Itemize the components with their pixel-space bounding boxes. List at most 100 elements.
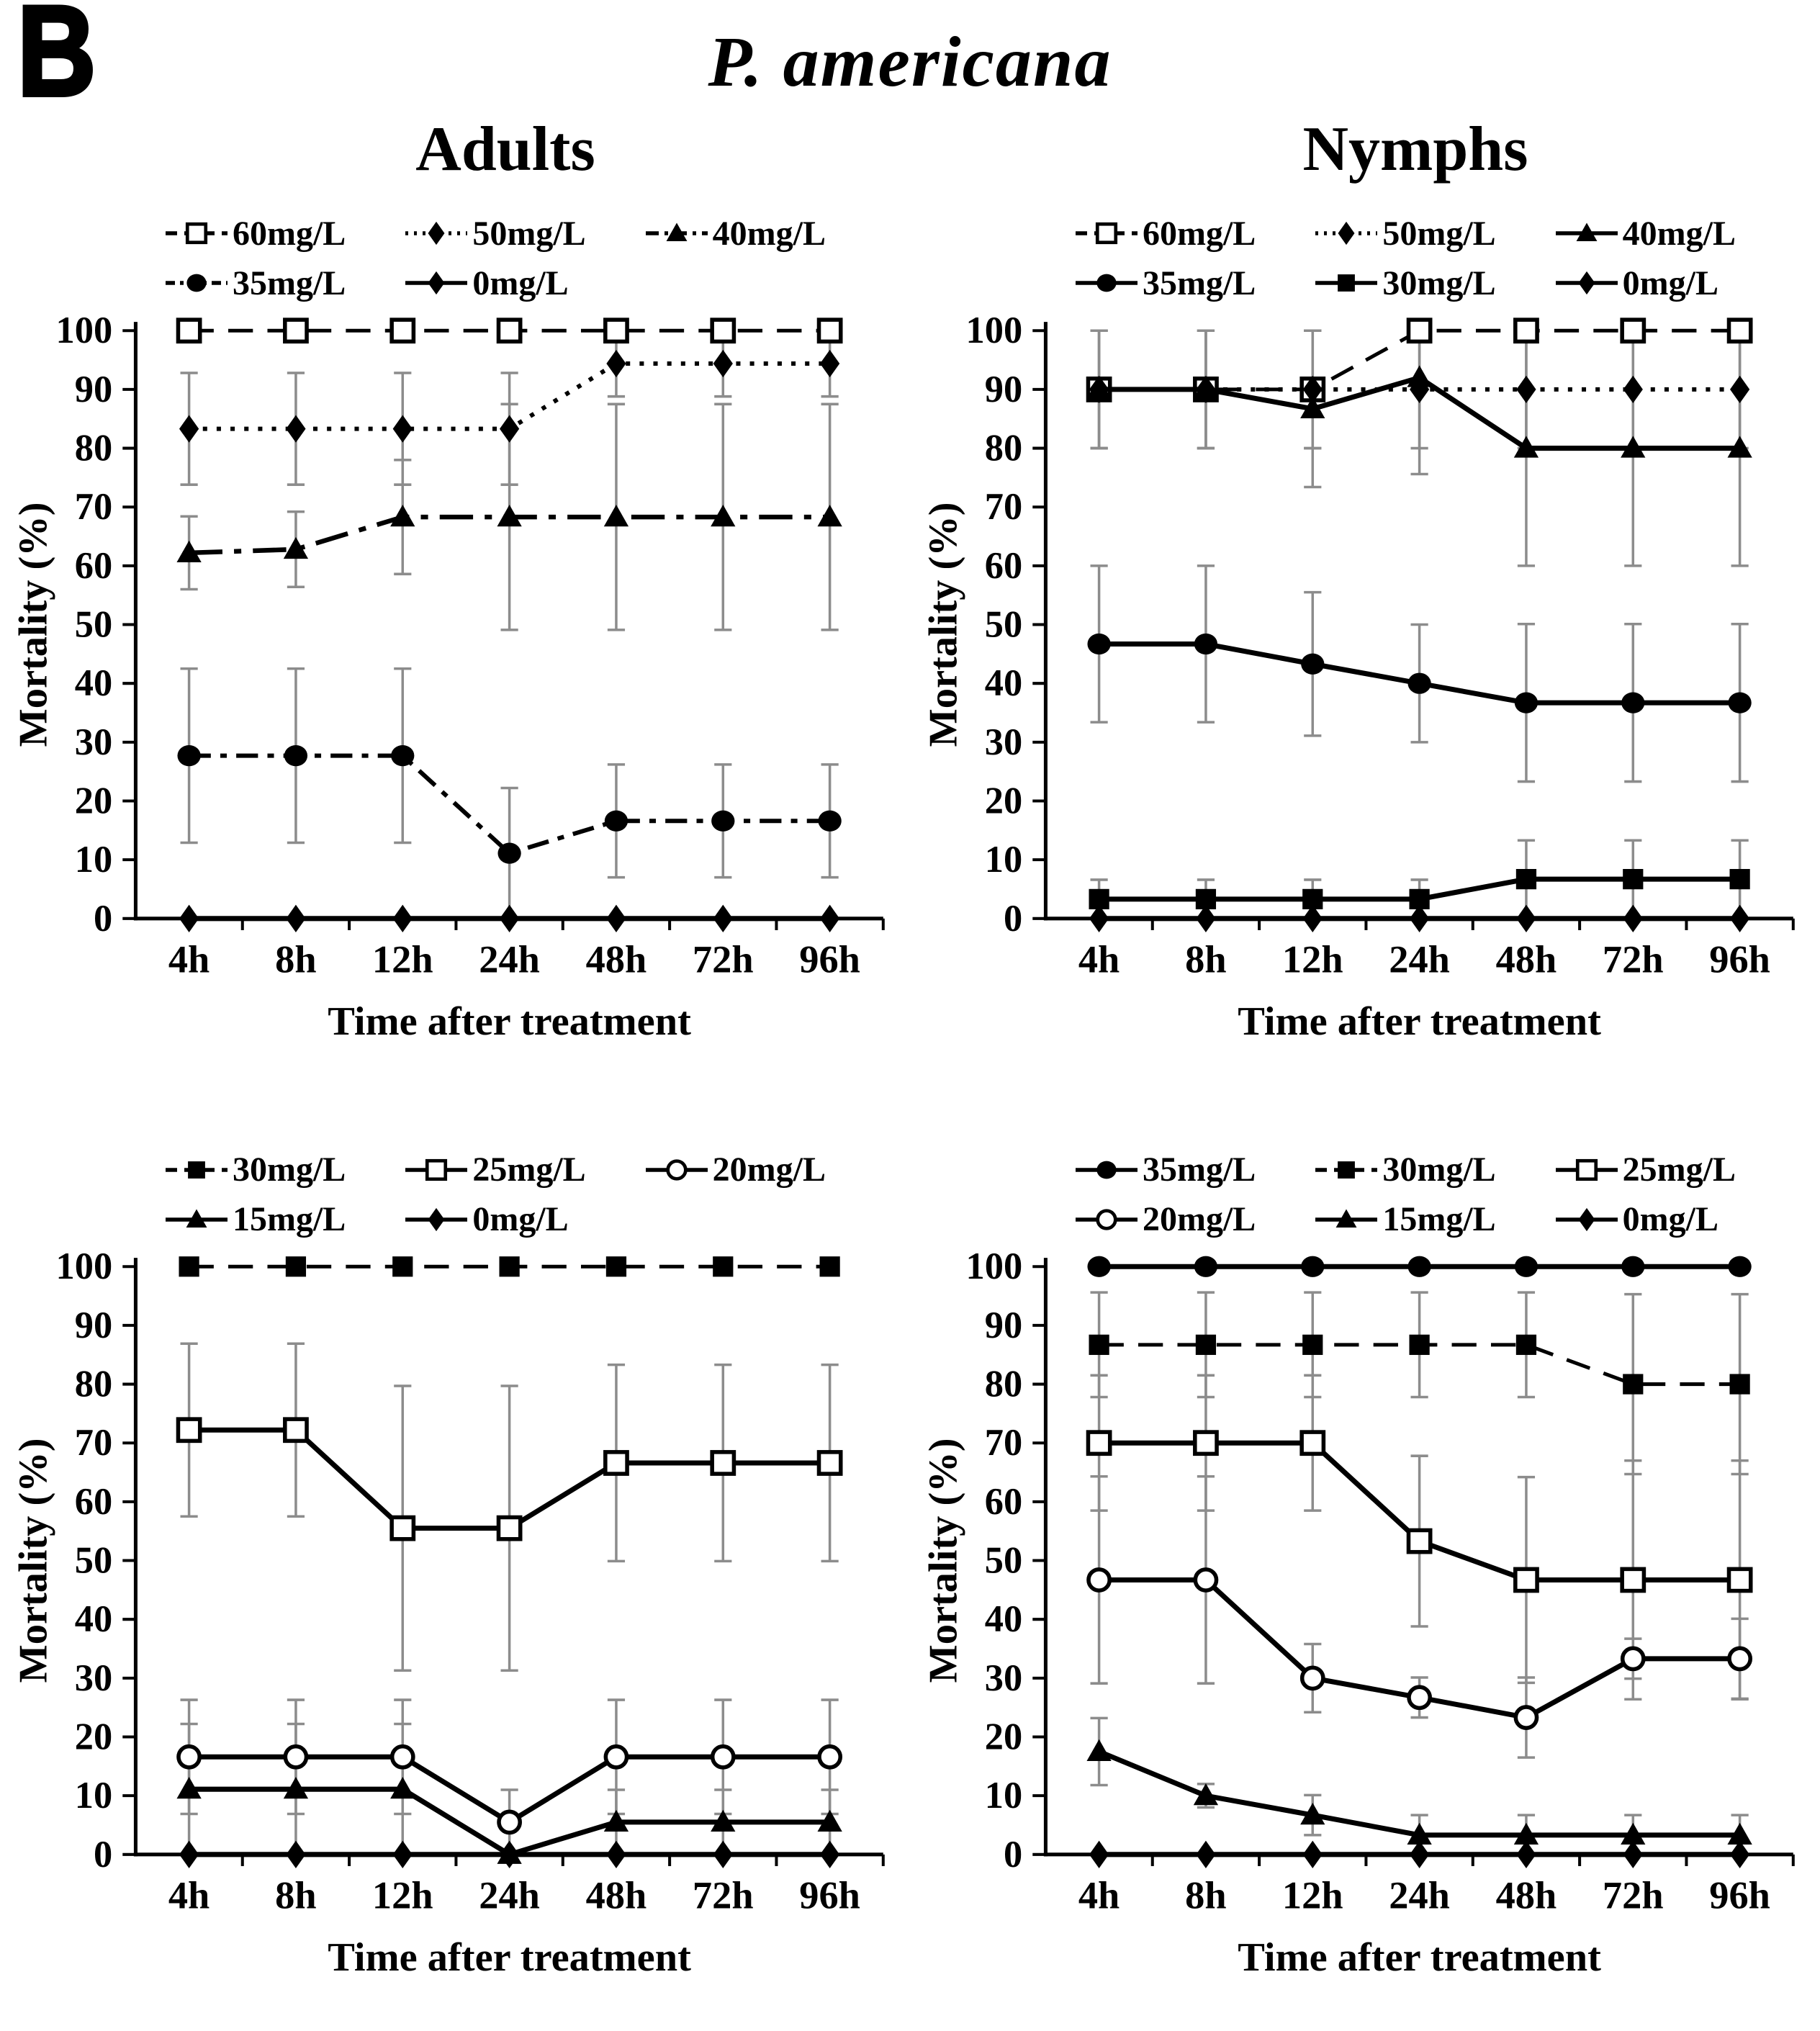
svg-text:0: 0 xyxy=(94,898,112,940)
legend-label: 0mg/L xyxy=(1622,1200,1719,1238)
svg-text:4h: 4h xyxy=(1078,1873,1120,1917)
svg-text:12h: 12h xyxy=(1282,937,1343,981)
svg-text:90: 90 xyxy=(75,369,112,410)
svg-text:40: 40 xyxy=(985,662,1022,704)
legend-item-35mgL: 35mg/L xyxy=(163,264,346,303)
svg-text:70: 70 xyxy=(75,486,112,528)
legend-label: 50mg/L xyxy=(1382,214,1496,253)
legend-label: 35mg/L xyxy=(232,264,346,302)
legend-label: 30mg/L xyxy=(232,1150,346,1189)
legend-filled-square-icon xyxy=(165,1161,227,1179)
legend-label: 20mg/L xyxy=(712,1150,826,1189)
legend-filled-circle-icon xyxy=(165,274,227,292)
svg-text:48h: 48h xyxy=(1496,1873,1557,1917)
svg-text:50: 50 xyxy=(985,603,1022,645)
svg-text:72h: 72h xyxy=(1603,937,1664,981)
svg-text:100: 100 xyxy=(966,1246,1023,1287)
svg-text:50: 50 xyxy=(985,1540,1022,1582)
svg-text:0: 0 xyxy=(1004,1834,1022,1875)
svg-text:10: 10 xyxy=(985,839,1022,881)
svg-text:40: 40 xyxy=(985,1598,1022,1640)
legend-label: 20mg/L xyxy=(1142,1200,1256,1238)
legend-label: 30mg/L xyxy=(1382,1150,1496,1189)
svg-text:60: 60 xyxy=(75,1481,112,1523)
legend-filled-diamond-icon xyxy=(1555,1207,1618,1231)
legend-label: 40mg/L xyxy=(712,214,826,253)
column-header-nymphs: Nymphs xyxy=(1302,114,1528,184)
svg-text:0: 0 xyxy=(1004,898,1022,940)
legend-label: 60mg/L xyxy=(1142,214,1256,253)
svg-text:20: 20 xyxy=(985,780,1022,821)
legend-filled-diamond-icon xyxy=(1555,271,1618,295)
legend-filled-triangle-icon xyxy=(1315,1209,1378,1228)
svg-text:72h: 72h xyxy=(693,1873,754,1917)
legend-nymphs-lower: 35mg/L 30mg/L 25mg/L 20mg/L 15mg/L 0mg/L xyxy=(1073,1148,1736,1240)
legend-label: 15mg/L xyxy=(1382,1200,1496,1238)
figure-header: B P. americana xyxy=(0,0,1820,117)
legend-label: 25mg/L xyxy=(1622,1150,1736,1189)
legend-label: 35mg/L xyxy=(1142,1150,1256,1189)
svg-text:30: 30 xyxy=(985,1657,1022,1699)
svg-text:8h: 8h xyxy=(1185,1873,1226,1917)
svg-text:30: 30 xyxy=(985,721,1022,763)
legend-open-square-icon xyxy=(165,222,227,245)
svg-text:4h: 4h xyxy=(168,937,210,981)
chart-svg-top-right: 0 10 20 30 40 50 60 70 80 90 100 4h 8h 12h 24h 48h 72h 96… xyxy=(921,310,1795,1044)
legend-item-60mgL: 60mg/L xyxy=(1073,214,1256,253)
legend-item-35mgL: 35mg/L xyxy=(1073,264,1256,303)
legend-nymphs-upper: 60mg/L 50mg/L 40mg/L 35mg/L 30mg/L 0mg/L xyxy=(1073,212,1736,305)
svg-text:12h: 12h xyxy=(1282,1873,1343,1917)
svg-text:100: 100 xyxy=(56,1246,113,1287)
legend-open-square-icon xyxy=(1075,222,1138,245)
svg-text:20: 20 xyxy=(75,1716,112,1758)
legend-item-0mgL: 0mg/L xyxy=(403,1199,569,1239)
legend-item-25mgL: 25mg/L xyxy=(403,1150,586,1189)
legend-filled-diamond-icon xyxy=(405,1207,468,1231)
svg-text:12h: 12h xyxy=(372,1873,433,1917)
svg-text:Time after treatment: Time after treatment xyxy=(1238,1935,1601,1980)
svg-text:12h: 12h xyxy=(372,937,433,981)
legend-item-0mgL: 0mg/L xyxy=(1554,264,1718,303)
svg-text:20: 20 xyxy=(75,780,112,821)
svg-text:4h: 4h xyxy=(1078,937,1120,981)
legend-filled-circle-icon xyxy=(1075,1161,1138,1179)
legend-open-circle-icon xyxy=(645,1158,708,1181)
legend-item-30mgL: 30mg/L xyxy=(1313,1150,1496,1189)
svg-text:90: 90 xyxy=(75,1305,112,1346)
chart-adults-lower: 0 10 20 30 40 50 60 70 80 90 100 4h 8h 12h 24h 48h 72h 96… xyxy=(9,1245,901,1985)
legend-item-15mgL: 15mg/L xyxy=(1313,1199,1496,1239)
svg-text:Time after treatment: Time after treatment xyxy=(328,999,691,1044)
legend-filled-triangle-icon xyxy=(1555,222,1618,242)
legend-item-40mgL: 40mg/L xyxy=(644,214,826,253)
svg-text:50: 50 xyxy=(75,603,112,645)
legend-label: 50mg/L xyxy=(472,214,586,253)
legend-adults-lower: 30mg/L 25mg/L 20mg/L 15mg/L 0mg/L xyxy=(163,1148,826,1240)
legend-filled-square-icon xyxy=(1315,1161,1378,1179)
svg-text:70: 70 xyxy=(985,486,1022,528)
column-header-adults: Adults xyxy=(415,114,595,184)
svg-text:60: 60 xyxy=(985,545,1022,587)
svg-text:90: 90 xyxy=(985,1305,1022,1346)
legend-item-15mgL: 15mg/L xyxy=(163,1199,346,1239)
legend-item-30mgL: 30mg/L xyxy=(1313,264,1496,303)
legend-item-50mgL: 50mg/L xyxy=(403,214,586,253)
chart-svg-top-left: 0 10 20 30 40 50 60 70 80 90 100 4h 8h 12h 24h 48h 72h 96… xyxy=(11,310,885,1044)
legend-item-0mgL: 0mg/L xyxy=(1554,1199,1718,1239)
chart-nymphs-upper: 0 10 20 30 40 50 60 70 80 90 100 4h 8h 12h 24h 48h 72h 96… xyxy=(919,309,1811,1049)
legend-label: 35mg/L xyxy=(1142,264,1256,302)
svg-text:10: 10 xyxy=(75,839,112,881)
chart-adults-upper: 0 10 20 30 40 50 60 70 80 90 100 4h 8h 12h 24h 48h 72h 96… xyxy=(9,309,901,1049)
chart-panel-adults-lower: 30mg/L 25mg/L 20mg/L 15mg/L 0mg/L 0 10 20 30 40 5… xyxy=(0,1105,910,2031)
svg-text:20: 20 xyxy=(985,1716,1022,1758)
svg-text:30: 30 xyxy=(75,1657,112,1699)
svg-text:60: 60 xyxy=(75,545,112,587)
svg-text:0: 0 xyxy=(94,1834,112,1875)
legend-label: 0mg/L xyxy=(472,264,569,302)
svg-text:96h: 96h xyxy=(1709,937,1770,981)
legend-item-30mgL: 30mg/L xyxy=(163,1150,346,1189)
svg-text:Time after treatment: Time after treatment xyxy=(1238,999,1601,1044)
svg-text:90: 90 xyxy=(985,369,1022,410)
chart-panel-nymphs-upper: Nymphs 60mg/L 50mg/L 40mg/L 35mg/L 30mg/L 0mg… xyxy=(910,108,1820,1105)
legend-item-35mgL: 35mg/L xyxy=(1073,1150,1256,1189)
svg-text:100: 100 xyxy=(56,310,113,351)
